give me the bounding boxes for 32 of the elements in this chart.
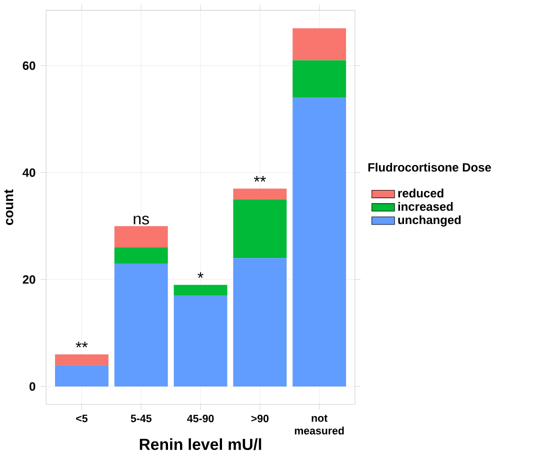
x-tick-label: 5-45 (130, 414, 152, 422)
bar (292, 28, 346, 60)
y-axis-title: count (4, 190, 14, 226)
x-tick-label: >90 (251, 414, 269, 422)
bar (292, 98, 346, 387)
bar (174, 296, 228, 387)
legend-label: unchanged (398, 216, 461, 227)
x-tick-label: 45-90 (187, 414, 214, 422)
bar (292, 60, 346, 98)
bar (233, 188, 287, 200)
legend-label: increased (398, 202, 453, 212)
bar (55, 365, 108, 387)
annotation: ** (254, 176, 266, 182)
y-tick-label: 40 (22, 168, 36, 178)
annotation: ns (134, 216, 149, 225)
bar (114, 264, 168, 387)
x-tick-label: <5 (76, 414, 88, 422)
y-tick-label: 20 (22, 275, 36, 284)
legend-label: reduced (398, 188, 444, 198)
bar (114, 248, 168, 264)
x-axis-title: Renin level mU/l (140, 438, 262, 450)
x-tick-label: not measured (294, 414, 344, 435)
bar (114, 226, 168, 248)
annotation: * (198, 272, 204, 278)
bar (233, 258, 287, 387)
bar (174, 285, 228, 296)
bar (55, 354, 108, 366)
legend-title: Fludrocortisone Dose (368, 163, 491, 172)
y-tick-label: 0 (30, 382, 36, 391)
bar (233, 200, 287, 258)
annotation: ** (76, 342, 88, 348)
y-tick-label: 60 (22, 62, 36, 70)
